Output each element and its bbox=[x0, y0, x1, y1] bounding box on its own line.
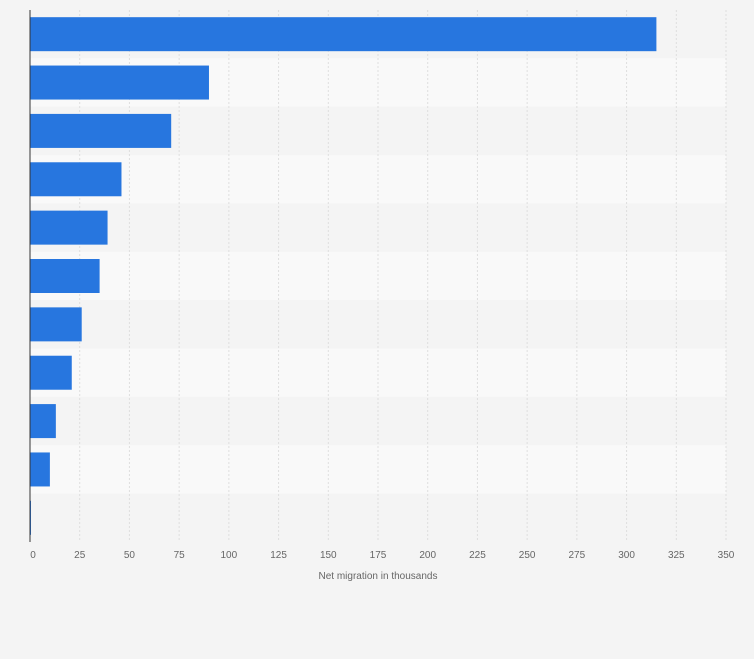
bars bbox=[30, 17, 657, 535]
x-tick-label: 0 bbox=[30, 550, 36, 561]
bar bbox=[30, 355, 72, 390]
row-band bbox=[30, 493, 726, 542]
bar bbox=[30, 162, 122, 197]
x-tick-label: 300 bbox=[618, 550, 635, 561]
x-tick-label: 100 bbox=[221, 550, 238, 561]
x-tick-label: 250 bbox=[519, 550, 536, 561]
bar bbox=[30, 307, 82, 342]
x-tick-label: 75 bbox=[174, 550, 186, 561]
bar bbox=[30, 259, 100, 293]
row-band bbox=[30, 445, 726, 494]
bar bbox=[30, 452, 50, 487]
row-band bbox=[30, 396, 726, 446]
x-tick-label: 50 bbox=[124, 550, 136, 561]
row-band bbox=[30, 300, 726, 349]
bar bbox=[30, 17, 657, 52]
x-tick-label: 125 bbox=[270, 550, 287, 561]
bar bbox=[30, 65, 209, 100]
bar bbox=[30, 210, 108, 245]
x-tick-label: 275 bbox=[569, 550, 586, 561]
bar bbox=[30, 404, 56, 439]
x-tick-label: 200 bbox=[419, 550, 436, 561]
bar bbox=[30, 113, 172, 148]
x-tick-label: 25 bbox=[74, 550, 86, 561]
x-tick-label: 150 bbox=[320, 550, 337, 561]
x-tick-label: 325 bbox=[668, 550, 685, 561]
x-tick-label: 350 bbox=[718, 550, 735, 561]
x-tick-label: 175 bbox=[370, 550, 387, 561]
x-tick-label: 225 bbox=[469, 550, 486, 561]
x-axis-ticks: 0 25 50 75 100 125 150 175 200 225 250 275 300 325 350 bbox=[30, 550, 735, 561]
x-axis-title: Net migration in thousands bbox=[319, 571, 438, 582]
row-band bbox=[30, 348, 726, 397]
